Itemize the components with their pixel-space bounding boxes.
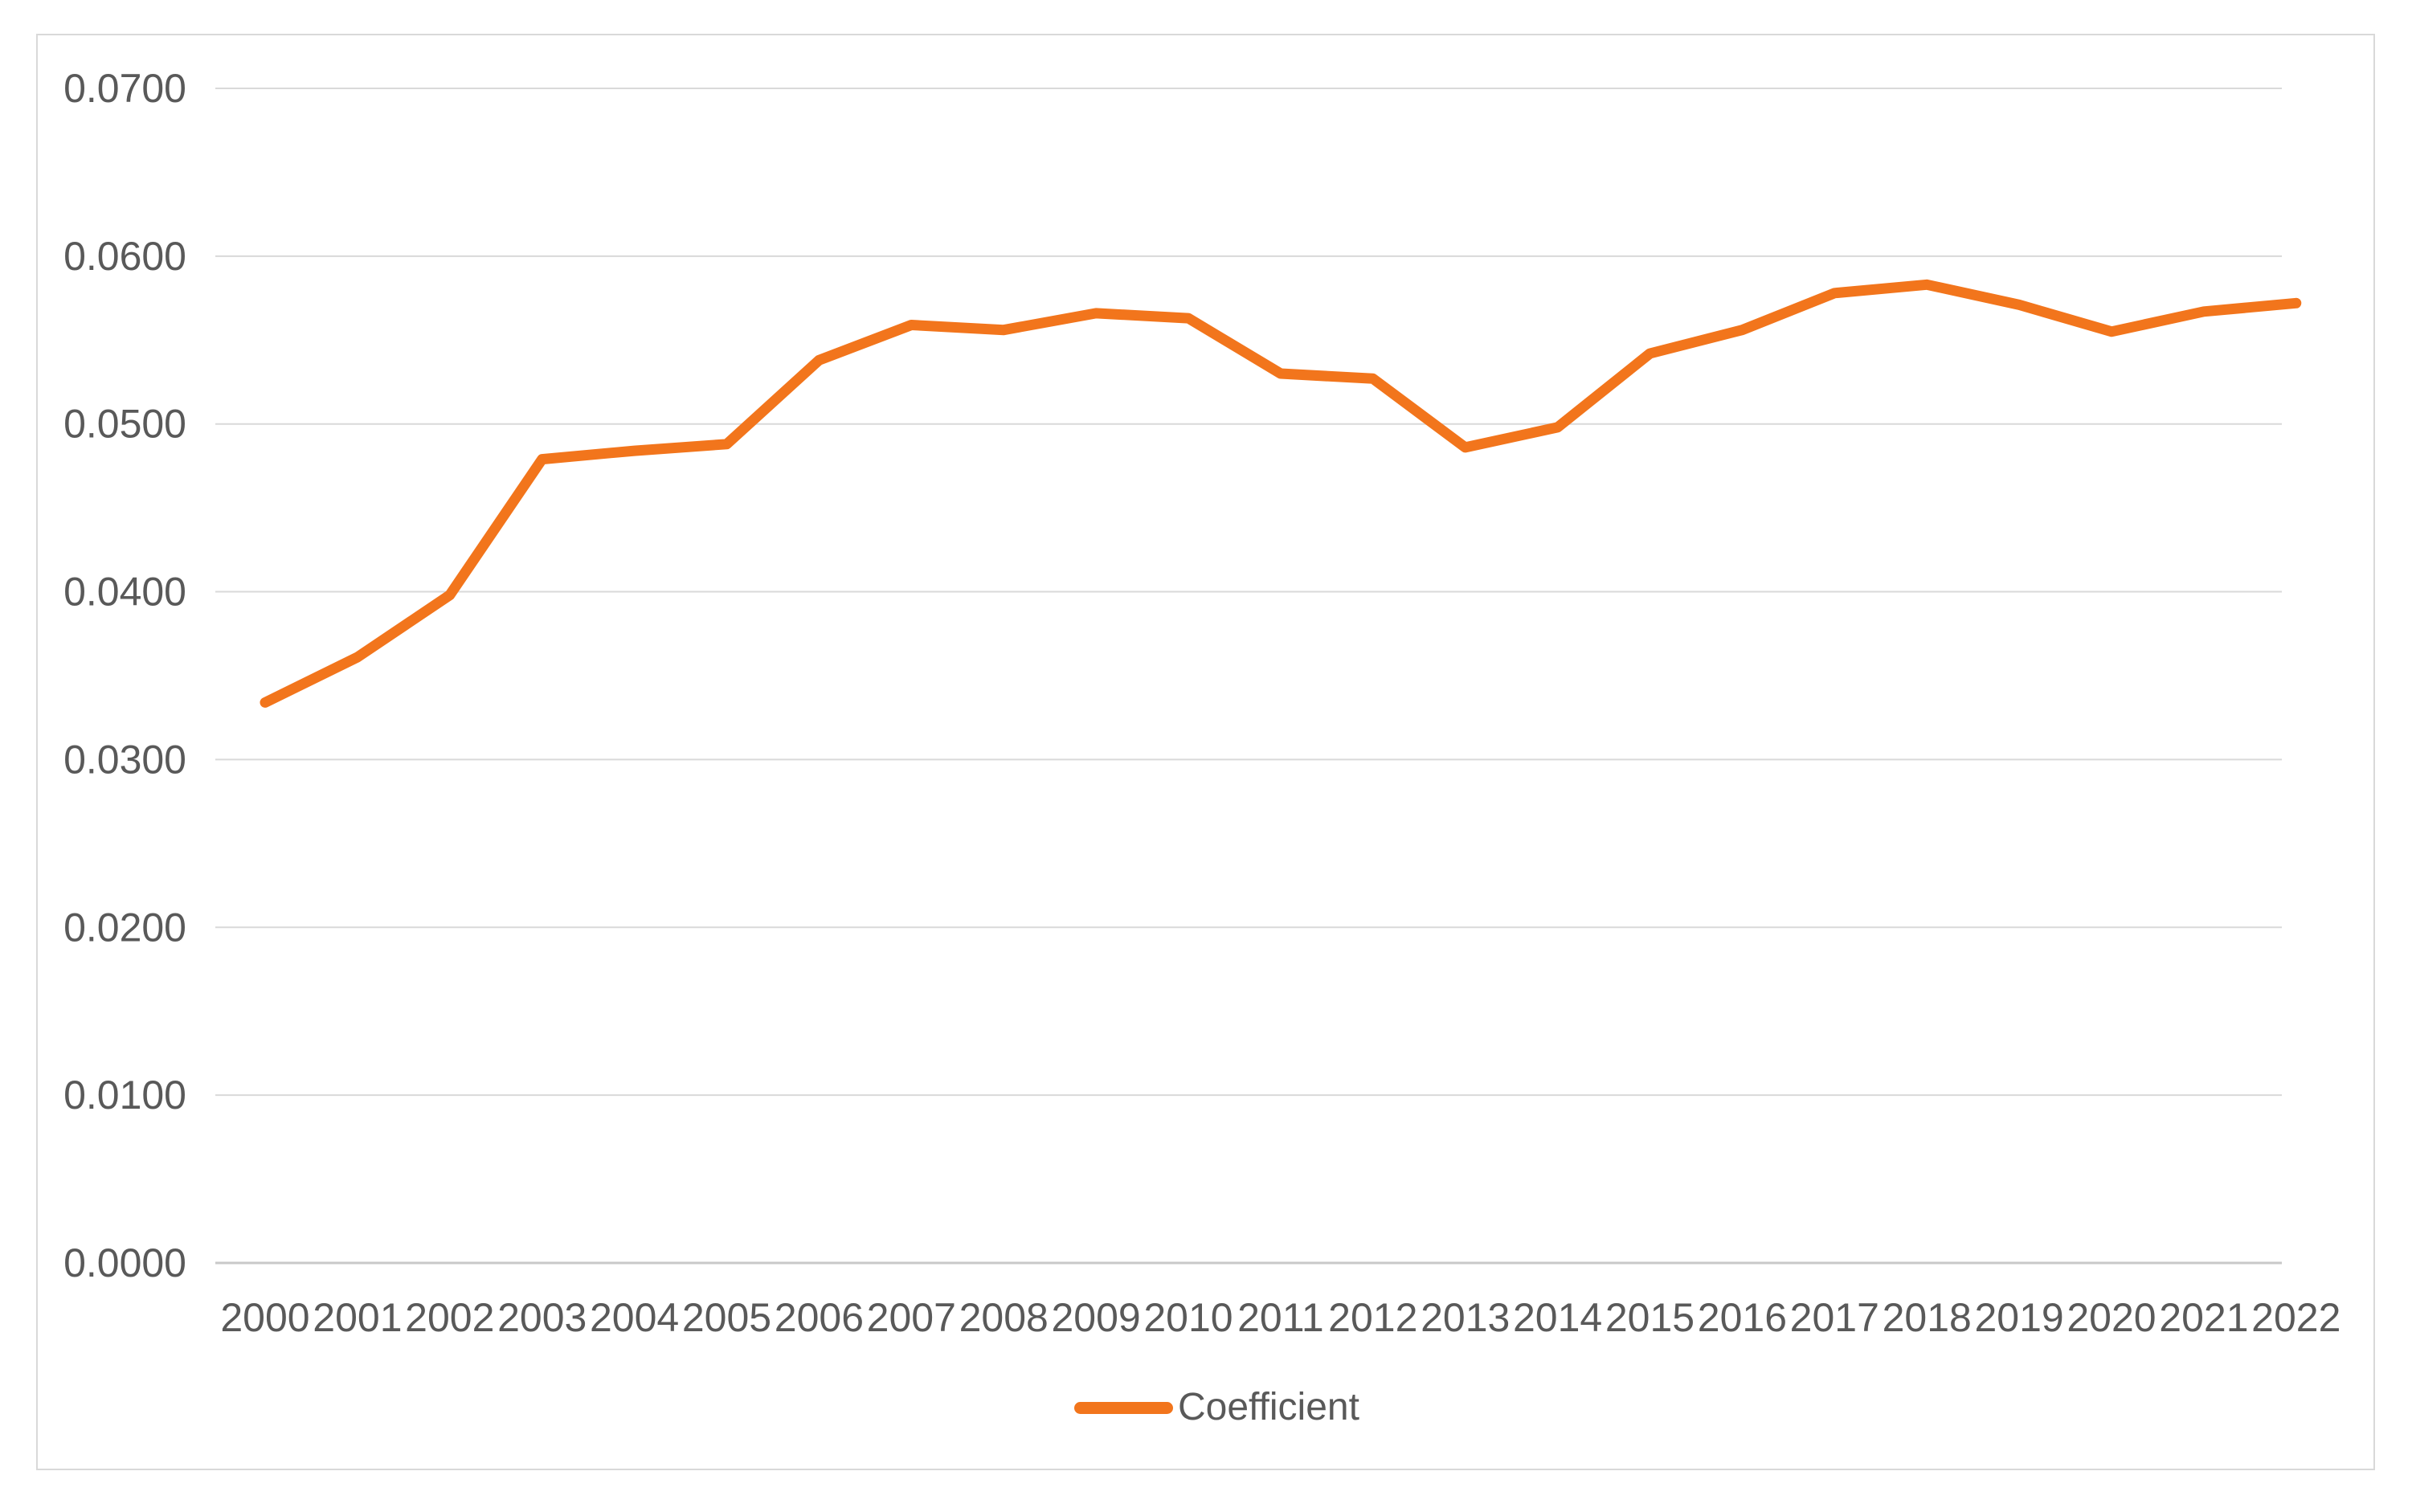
x-tick-label: 2013 [1421, 1295, 1510, 1340]
y-tick-label: 0.0200 [63, 905, 186, 950]
y-tick-label: 0.0000 [63, 1240, 186, 1285]
gridlines [215, 87, 2282, 1265]
x-tick-label: 2006 [775, 1295, 864, 1340]
x-tick-label: 2022 [2251, 1295, 2340, 1340]
x-tick-label: 2016 [1698, 1295, 1787, 1340]
x-tick-label: 2003 [497, 1295, 587, 1340]
x-tick-label: 2001 [313, 1295, 402, 1340]
x-tick-label: 2012 [1328, 1295, 1417, 1340]
x-tick-label: 2019 [1974, 1295, 2063, 1340]
x-tick-label: 2020 [2067, 1295, 2156, 1340]
y-tick-label: 0.0500 [63, 402, 186, 447]
y-tick-label: 0.0400 [63, 570, 186, 615]
x-tick-label: 2021 [2159, 1295, 2248, 1340]
y-tick-label: 0.0600 [63, 234, 186, 279]
y-tick-label: 0.0700 [63, 66, 186, 111]
x-tick-label: 2009 [1051, 1295, 1140, 1340]
legend-label: Coefficient [1178, 1386, 1359, 1428]
x-tick-label: 2015 [1605, 1295, 1695, 1340]
x-tick-label: 2014 [1513, 1295, 1602, 1340]
x-tick-label: 2018 [1883, 1295, 1972, 1340]
x-axis-labels: 2000 2001 2002 2003 2004 2005 2006 2007 2008 2009… [220, 1295, 2340, 1340]
x-tick-label: 2005 [682, 1295, 771, 1340]
legend-line-swatch [1074, 1401, 1173, 1414]
x-tick-label: 2008 [959, 1295, 1049, 1340]
x-tick-label: 2017 [1790, 1295, 1879, 1340]
y-axis-labels: 0.0000 0.0100 0.0200 0.0300 0.0400 0.0500 0.06… [63, 66, 186, 1285]
x-tick-label: 2007 [867, 1295, 956, 1340]
y-tick-label: 0.0300 [63, 737, 186, 782]
x-tick-label: 2000 [220, 1295, 309, 1340]
series-lines [260, 279, 2302, 708]
x-tick-label: 2011 [1237, 1295, 1324, 1340]
x-tick-label: 2010 [1143, 1295, 1233, 1340]
x-tick-label: 2002 [405, 1295, 494, 1340]
y-tick-label: 0.0100 [63, 1073, 186, 1118]
x-tick-label: 2004 [590, 1295, 679, 1340]
legend: Coefficient [1074, 1387, 1359, 1428]
series-line-coefficient [260, 279, 2302, 708]
chart-frame [36, 34, 2375, 1470]
